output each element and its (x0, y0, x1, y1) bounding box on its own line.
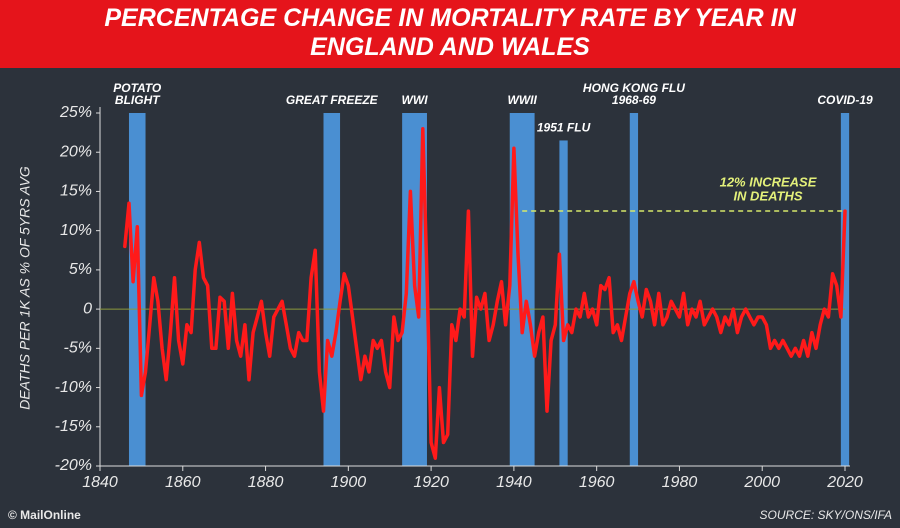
x-tick-label: 2000 (743, 474, 780, 491)
x-tick-label: 1980 (662, 474, 698, 491)
x-tick-label: 1900 (331, 474, 367, 491)
y-tick-label: -20% (55, 457, 92, 474)
annotation: IN DEATHS (733, 188, 802, 203)
x-tick-label: 1940 (496, 474, 532, 491)
period-label: BLIGHT (115, 93, 161, 107)
period-label: 1968-69 (612, 93, 656, 107)
period-label: GREAT FREEZE (286, 93, 379, 107)
period-band (323, 113, 341, 466)
period-band (559, 140, 568, 466)
credit: © MailOnline (8, 508, 81, 522)
period-label: COVID-19 (817, 93, 873, 107)
y-tick-label: 5% (69, 261, 92, 278)
y-tick-label: -15% (55, 418, 92, 435)
period-label: POTATO (113, 81, 162, 95)
period-band (840, 113, 850, 466)
chart-title: PERCENTAGE CHANGE IN MORTALITY RATE BY Y… (104, 4, 796, 61)
period-label: WWI (402, 93, 429, 107)
annotation: 12% INCREASE (720, 174, 817, 189)
x-tick-label: 1920 (413, 474, 449, 491)
data-line (123, 126, 847, 460)
y-tick-label: 15% (60, 183, 92, 200)
y-tick-label: -5% (64, 340, 92, 357)
y-tick-label: 25% (59, 104, 92, 121)
title-banner (0, 0, 900, 68)
x-tick-label: 1840 (82, 474, 118, 491)
y-axis-label: DEATHS PER 1K AS % OF 5YRS AVG (17, 166, 33, 410)
source: SOURCE: SKY/ONS/IFA (760, 508, 892, 522)
x-tick-label: 1960 (579, 474, 615, 491)
y-tick-label: 10% (60, 222, 92, 239)
period-label: 1951 FLU (537, 121, 591, 135)
y-tick-label: 20% (59, 143, 92, 160)
y-tick-label: -10% (55, 379, 92, 396)
x-tick-label: 1880 (248, 474, 284, 491)
period-label: WWII (508, 93, 538, 107)
x-tick-label: 2020 (826, 474, 863, 491)
y-tick-label: 0 (83, 300, 92, 317)
period-label: HONG KONG FLU (583, 81, 685, 95)
x-tick-label: 1860 (165, 474, 201, 491)
